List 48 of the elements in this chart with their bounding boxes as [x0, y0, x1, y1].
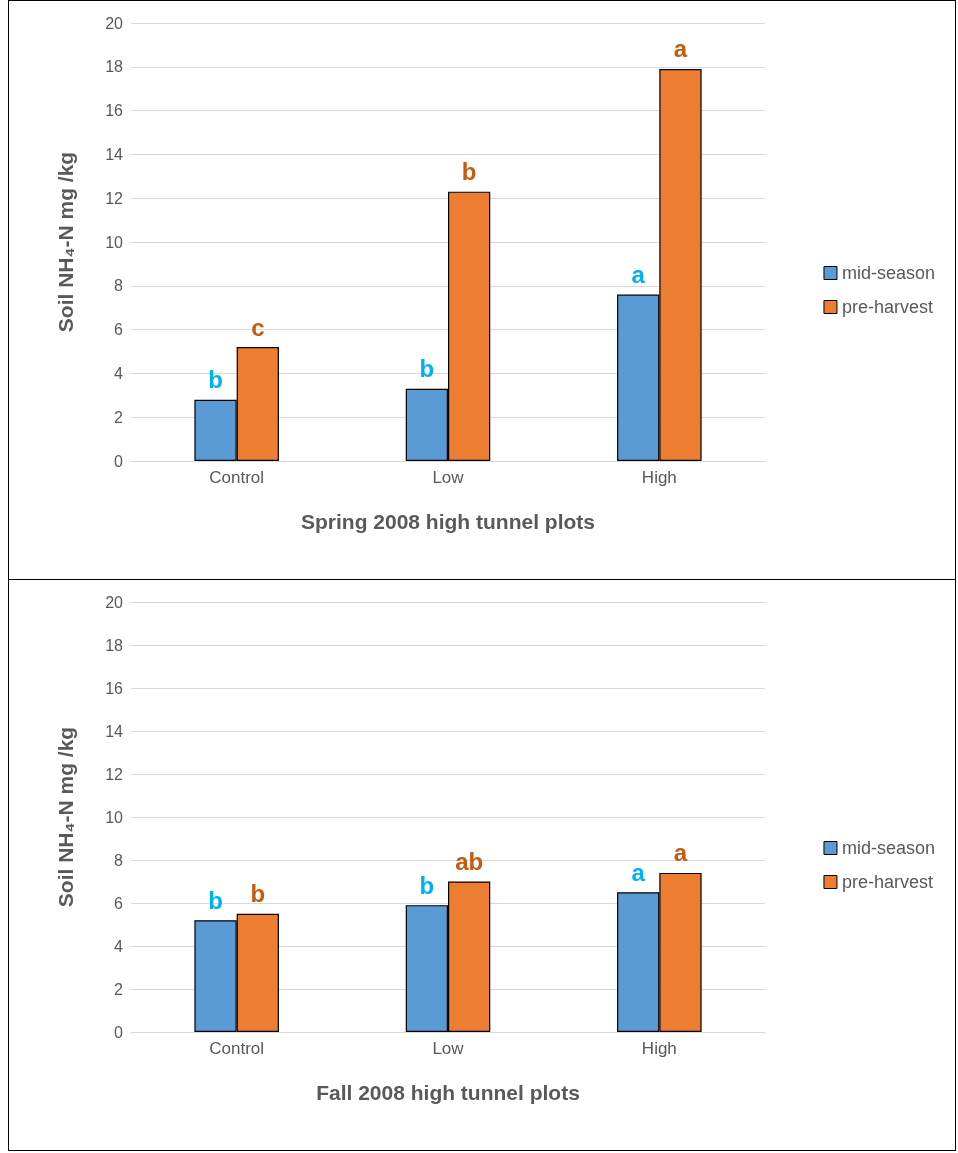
data-label: b — [461, 158, 477, 186]
y-tick-label: 16 — [105, 102, 124, 120]
data-label: b — [208, 886, 223, 914]
y-tick-label: 4 — [114, 937, 124, 954]
y-tick-label: 6 — [114, 321, 124, 339]
data-label: b — [419, 355, 435, 383]
legend-label: mid-season — [841, 263, 936, 283]
data-label: b — [250, 879, 266, 907]
y-tick-label: 18 — [105, 58, 124, 76]
y-tick-label: 2 — [114, 980, 124, 997]
y-tick-label: 10 — [105, 808, 124, 825]
data-label: a — [631, 261, 646, 289]
y-tick-label: 18 — [105, 636, 124, 653]
data-label: a — [631, 858, 646, 886]
y-tick-label: 14 — [105, 145, 124, 163]
y-tick-label: 6 — [114, 894, 124, 911]
y-axis-title: Soil NH₄-N mg /kg — [54, 151, 77, 333]
legend-label: mid-season — [841, 837, 936, 858]
x-tick-label: Control — [209, 468, 265, 487]
y-tick-label: 20 — [105, 14, 124, 32]
x-tick-label: High — [641, 1038, 677, 1058]
y-tick-label: 0 — [114, 1023, 124, 1040]
x-tick-label: Low — [432, 1038, 465, 1058]
y-tick-label: 10 — [105, 233, 124, 251]
legend-label: pre-harvest — [841, 871, 934, 892]
y-tick-label: 4 — [114, 364, 124, 382]
x-axis-title: Spring 2008 high tunnel plots — [300, 510, 596, 533]
y-tick-label: 12 — [105, 189, 124, 207]
y-tick-label: 2 — [114, 408, 124, 426]
x-tick-label: High — [641, 468, 677, 487]
x-tick-label: Low — [432, 468, 465, 487]
y-axis-title: Soil NH₄-N mg /kg — [54, 726, 77, 907]
legend-label: pre-harvest — [841, 297, 934, 317]
y-tick-label: 16 — [105, 679, 124, 696]
x-tick-label: Control — [209, 1038, 265, 1058]
y-tick-label: 12 — [105, 765, 124, 782]
y-tick-label: 8 — [114, 851, 124, 868]
data-label: c — [251, 313, 265, 341]
y-tick-label: 14 — [105, 722, 124, 739]
x-axis-title: Fall 2008 high tunnel plots — [316, 1080, 580, 1104]
y-tick-label: 20 — [105, 593, 124, 610]
data-label: b — [208, 366, 223, 394]
y-tick-label: 8 — [114, 277, 124, 295]
data-label: a — [673, 35, 688, 63]
data-label: b — [419, 871, 435, 899]
data-label: a — [673, 838, 688, 866]
data-label: ab — [455, 847, 484, 875]
y-tick-label: 0 — [114, 452, 124, 470]
